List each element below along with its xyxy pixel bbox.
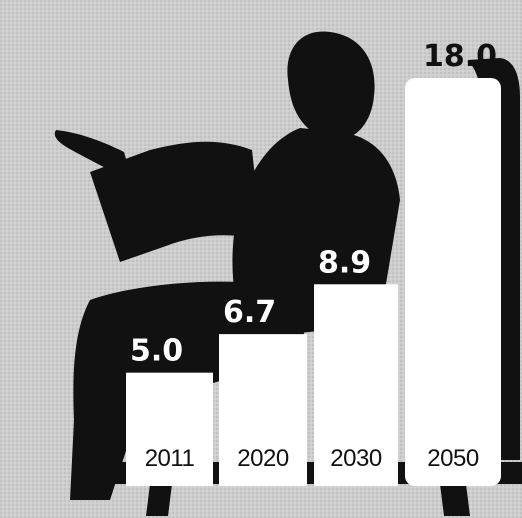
bars-group [126,78,501,486]
value-label-2011: 5.0 [130,334,183,369]
bar-2011 [126,372,213,486]
category-label-2011: 2011 [145,445,195,472]
value-labels-group: 5.0 6.7 8.9 18.0 [130,39,497,369]
category-label-2050: 2050 [427,445,479,472]
bar-2050 [405,78,501,486]
category-label-2020: 2020 [237,445,289,472]
category-label-2030: 2030 [330,445,382,472]
bar-2020 [219,334,307,486]
value-label-2020: 6.7 [223,295,276,330]
category-labels-group: 2011 2020 2030 2050 [145,445,480,472]
bar-2030 [314,284,398,486]
value-label-2030: 8.9 [318,245,371,280]
value-label-2050: 18.0 [423,39,497,74]
